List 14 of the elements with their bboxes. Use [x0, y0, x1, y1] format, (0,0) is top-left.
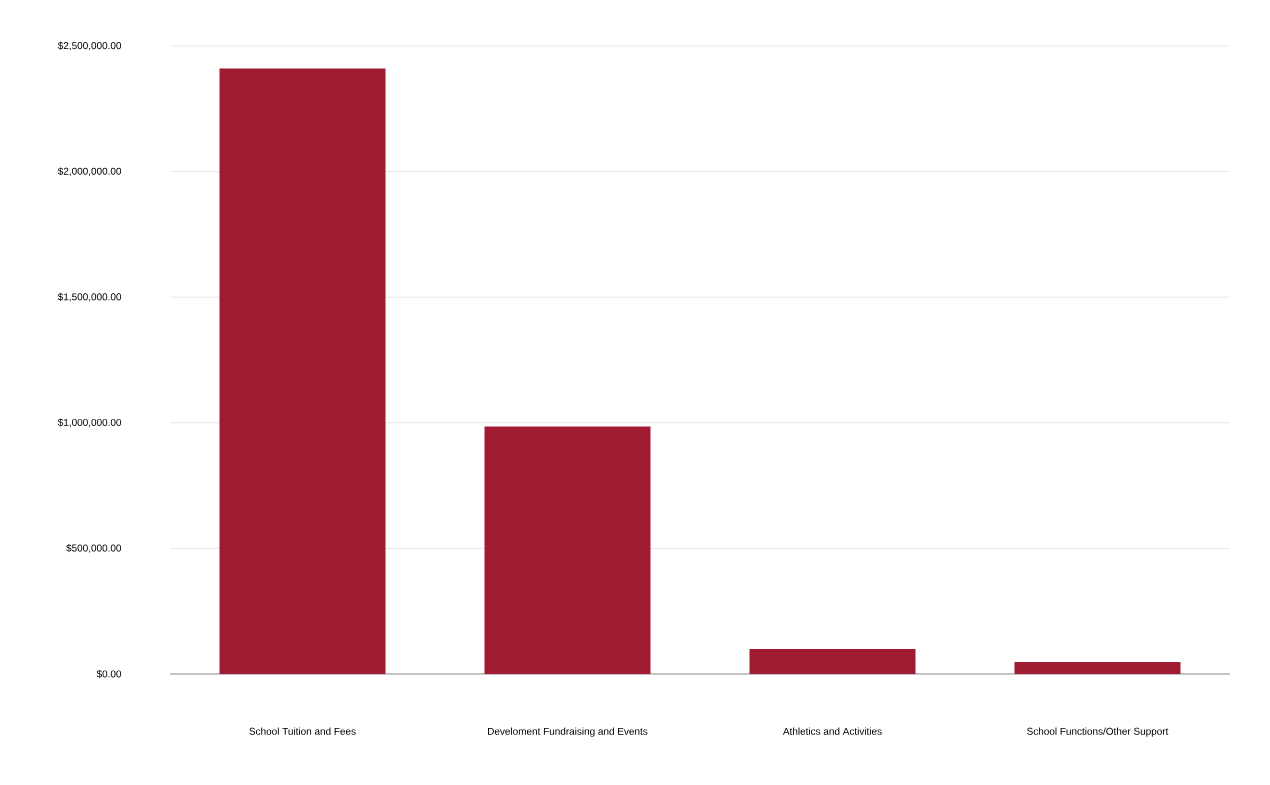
x-tick-label: School Tuition and Fees: [249, 727, 356, 735]
y-tick-label: $2,500,000.00: [57, 41, 122, 51]
bar: [219, 68, 386, 674]
bar: [484, 426, 651, 674]
y-tick-label: $2,000,000.00: [57, 167, 122, 176]
y-tick-label: $1,000,000.00: [57, 418, 122, 428]
bar: [1014, 661, 1181, 674]
y-tick-label: $0.00: [96, 669, 122, 679]
x-tick-label: Develoment Fundraising and Events: [488, 727, 648, 737]
y-tick-label: $1,500,000.00: [57, 292, 122, 302]
x-tick-label: School Functions/Other Support: [1027, 727, 1169, 737]
y-tick-label: $500,000.00: [66, 544, 122, 553]
bar: [749, 648, 916, 674]
x-tick-label: Athletics and Activities: [782, 727, 882, 735]
